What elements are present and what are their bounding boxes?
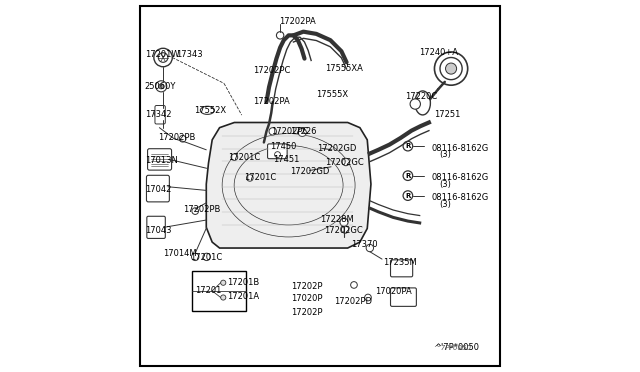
Text: 17226: 17226 [291,127,317,136]
Circle shape [403,191,413,201]
Circle shape [269,128,276,135]
Text: 17202PB: 17202PB [184,205,221,215]
Text: 17342: 17342 [145,109,171,119]
Text: 17014M: 17014M [163,249,196,258]
Circle shape [341,226,349,233]
Text: 08116-8162G: 08116-8162G [431,144,489,153]
Text: ^'7P*0050: ^'7P*0050 [434,345,472,351]
Text: 17202PB: 17202PB [158,133,196,142]
FancyBboxPatch shape [268,144,287,159]
Text: 17201: 17201 [195,286,221,295]
FancyBboxPatch shape [147,216,165,238]
Text: 17202GD: 17202GD [290,167,329,176]
Text: 17201C: 17201C [228,153,260,162]
Text: 08116-8162G: 08116-8162G [431,193,489,202]
Text: ^'7P*0050: ^'7P*0050 [434,343,479,352]
Circle shape [276,32,284,39]
Text: 17202PD: 17202PD [334,297,372,306]
Circle shape [351,282,357,288]
Text: 17202GC: 17202GC [324,226,363,235]
Text: R: R [405,193,411,199]
Text: R: R [405,173,411,179]
Circle shape [403,171,413,180]
Text: 17202P: 17202P [291,282,323,291]
Text: 17552X: 17552X [195,106,227,115]
Text: 17450: 17450 [270,142,296,151]
Text: 17043: 17043 [145,226,171,235]
Text: 17020P: 17020P [291,294,323,303]
Circle shape [342,158,349,166]
Circle shape [158,53,168,62]
Text: 08116-8162G: 08116-8162G [431,173,489,182]
Circle shape [410,99,420,109]
Text: 17201C: 17201C [244,173,276,182]
FancyBboxPatch shape [390,260,413,277]
Text: 17020PA: 17020PA [374,287,412,296]
Text: (3): (3) [439,200,451,209]
Text: 17251: 17251 [434,109,460,119]
FancyBboxPatch shape [155,106,165,124]
Text: 17343: 17343 [176,51,203,60]
Text: 17451: 17451 [273,155,299,164]
Circle shape [221,280,226,285]
Text: 17555XA: 17555XA [326,64,364,73]
Text: R: R [405,143,411,149]
Text: 17555X: 17555X [316,90,348,99]
Text: 17202GC: 17202GC [326,157,364,167]
Circle shape [435,52,468,85]
Circle shape [340,218,348,226]
Text: 17228M: 17228M [320,215,354,224]
Bar [191,271,246,311]
Text: 17202PA: 17202PA [278,17,316,26]
Text: 17370: 17370 [351,240,378,249]
FancyBboxPatch shape [148,149,172,170]
Text: 17235M: 17235M [383,258,417,267]
Circle shape [179,135,186,142]
Text: 17042: 17042 [145,185,171,194]
Text: 17201A: 17201A [227,292,259,301]
Circle shape [192,208,198,214]
Circle shape [159,84,164,89]
Text: 17201W: 17201W [145,51,179,60]
Circle shape [191,253,199,260]
Circle shape [156,81,167,92]
Text: 17202GD: 17202GD [317,144,356,153]
FancyBboxPatch shape [390,288,417,307]
Text: 25060Y: 25060Y [145,82,176,91]
Circle shape [298,128,307,137]
Circle shape [366,244,374,252]
Circle shape [231,154,237,161]
Circle shape [445,63,456,74]
Circle shape [155,109,164,119]
Text: 17201B: 17201B [227,278,259,287]
Circle shape [221,295,226,300]
Text: 17201C: 17201C [190,253,222,263]
Circle shape [275,152,280,158]
Circle shape [403,141,413,151]
Text: 17240+A: 17240+A [419,48,458,57]
Text: (3): (3) [439,180,451,189]
Text: 17202P: 17202P [291,308,323,317]
Text: 17220C: 17220C [405,92,437,101]
Circle shape [440,58,462,80]
Circle shape [365,294,371,301]
Text: 17202PC: 17202PC [271,127,308,136]
Circle shape [246,174,253,181]
Circle shape [154,48,172,67]
Text: 17013N: 17013N [145,156,177,166]
Polygon shape [206,122,371,248]
Text: (3): (3) [439,150,451,159]
Text: 17202PC: 17202PC [253,66,290,75]
Text: 17202PA: 17202PA [253,97,289,106]
Circle shape [203,253,211,260]
FancyBboxPatch shape [147,175,170,202]
